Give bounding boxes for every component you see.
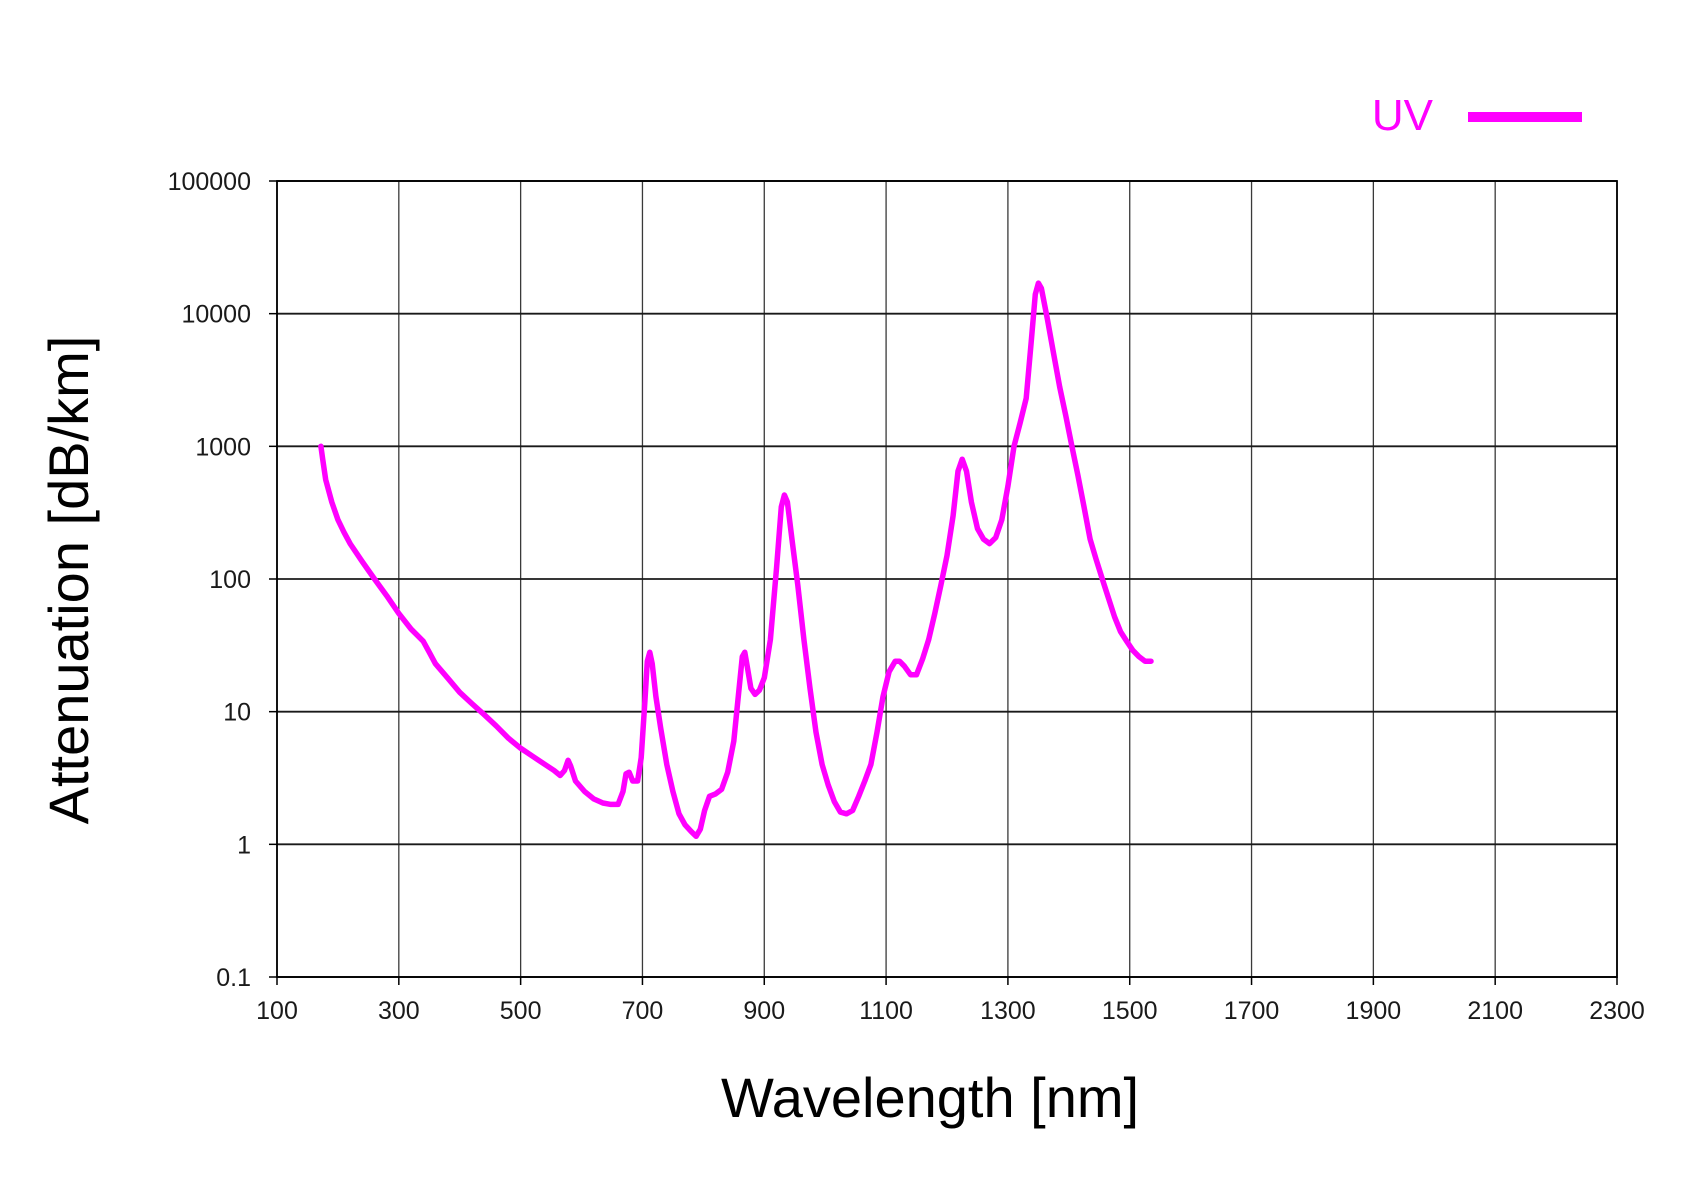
legend: UV bbox=[1372, 91, 1582, 140]
x-tick-label: 1700 bbox=[1224, 997, 1280, 1025]
series-group bbox=[318, 280, 1154, 840]
x-tick-label: 2100 bbox=[1467, 997, 1523, 1025]
y-tick-label: 1000 bbox=[195, 433, 251, 461]
y-tick-label: 10000 bbox=[181, 301, 251, 329]
y-tick-label: 10 bbox=[223, 699, 251, 727]
x-tick-label: 1500 bbox=[1102, 997, 1158, 1025]
x-tick-label: 700 bbox=[622, 997, 664, 1025]
x-tick-label: 1300 bbox=[980, 997, 1036, 1025]
y-axis-title: Attenuation [dB/km] bbox=[37, 336, 100, 825]
chart-grid bbox=[276, 180, 1618, 978]
x-tick-label: 100 bbox=[256, 997, 298, 1025]
y-axis-ticks: 0.1 1 10 100 1000 10000 100000 bbox=[168, 168, 277, 992]
y-tick-label: 0.1 bbox=[216, 964, 251, 992]
x-tick-label: 1900 bbox=[1346, 997, 1402, 1025]
x-axis-title: Wavelength [nm] bbox=[721, 1066, 1139, 1129]
x-tick-label: 1100 bbox=[859, 997, 913, 1025]
x-tick-label: 500 bbox=[500, 997, 542, 1025]
y-tick-label: 100000 bbox=[168, 168, 251, 196]
x-axis-ticks: 100 300 500 700 900 1100 1300 1500 1700 1900 2100 2… bbox=[256, 977, 1645, 1025]
x-tick-label: 2300 bbox=[1589, 997, 1645, 1025]
x-tick-label: 300 bbox=[378, 997, 420, 1025]
y-tick-label: 1 bbox=[237, 831, 251, 859]
legend-label-uv: UV bbox=[1372, 91, 1434, 140]
y-tick-label: 100 bbox=[209, 566, 251, 594]
x-tick-label: 900 bbox=[743, 997, 785, 1025]
series-line-uv bbox=[318, 280, 1154, 840]
